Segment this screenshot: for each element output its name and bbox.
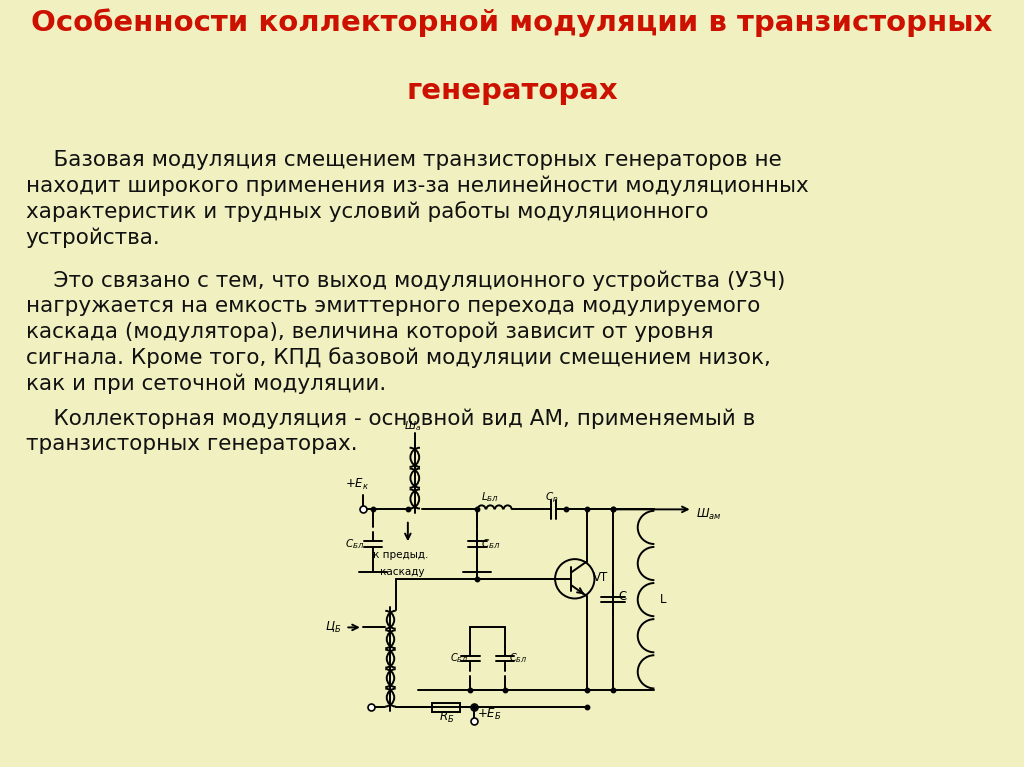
Text: генераторах: генераторах [407, 77, 617, 105]
Text: каскаду: каскаду [380, 568, 425, 578]
Text: $L_{БЛ}$: $L_{БЛ}$ [480, 490, 499, 505]
Text: $C_{БЛ}$: $C_{БЛ}$ [450, 652, 468, 666]
Text: Это связано с тем, что выход модуляционного устройства (УЗЧ)
нагружается на емко: Это связано с тем, что выход модуляционн… [26, 271, 785, 394]
Text: L: L [659, 593, 666, 606]
Text: VT: VT [593, 571, 608, 584]
Text: Особенности коллекторной модуляции в транзисторных: Особенности коллекторной модуляции в тра… [32, 8, 992, 38]
Text: $C_{БЛ}$: $C_{БЛ}$ [480, 538, 501, 551]
Text: C: C [617, 590, 626, 603]
Text: $+E_к$: $+E_к$ [345, 477, 370, 492]
Text: Базовая модуляция смещением транзисторных генераторов не
находит широкого примен: Базовая модуляция смещением транзисторны… [26, 150, 808, 248]
Text: $C_{БЛ}$: $C_{БЛ}$ [345, 538, 365, 551]
Text: $R_Б$: $R_Б$ [439, 710, 455, 726]
Text: $C_{БЛ}$: $C_{БЛ}$ [509, 652, 527, 666]
Text: $Ц_Б$: $Ц_Б$ [325, 620, 341, 635]
Text: $Ш_a$: $Ш_a$ [404, 420, 422, 433]
Bar [432, 703, 460, 712]
Text: Коллекторная модуляция - основной вид АМ, применяемый в
транзисторных генератора: Коллекторная модуляция - основной вид АМ… [26, 408, 755, 453]
Text: $+E_Б$: $+E_Б$ [477, 706, 502, 722]
Text: $C_р$: $C_р$ [545, 491, 558, 505]
Text: $Ш_{ам}$: $Ш_{ам}$ [696, 507, 722, 522]
Text: к предыд.: к предыд. [373, 550, 428, 560]
